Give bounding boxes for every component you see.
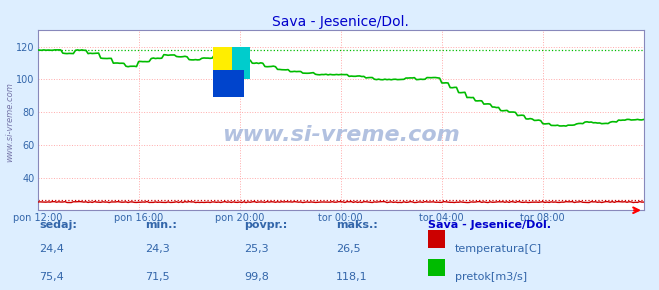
Text: www.si-vreme.com: www.si-vreme.com	[222, 125, 459, 145]
Bar	[214, 70, 244, 97]
Bar	[231, 47, 250, 79]
Text: 118,1: 118,1	[336, 273, 368, 282]
Text: maks.:: maks.:	[336, 220, 378, 230]
Bar	[428, 230, 445, 248]
Text: povpr.:: povpr.:	[244, 220, 287, 230]
Text: 24,3: 24,3	[145, 244, 170, 254]
Bar	[428, 259, 445, 276]
Text: 24,4: 24,4	[40, 244, 65, 254]
Bar	[214, 47, 244, 97]
Text: min.:: min.:	[145, 220, 177, 230]
Text: Sava - Jesenice/Dol.: Sava - Jesenice/Dol.	[428, 220, 552, 230]
Text: 71,5: 71,5	[145, 273, 169, 282]
Text: 26,5: 26,5	[336, 244, 360, 254]
Text: www.si-vreme.com: www.si-vreme.com	[5, 82, 14, 162]
Text: pretok[m3/s]: pretok[m3/s]	[455, 273, 527, 282]
Text: 99,8: 99,8	[244, 273, 269, 282]
Text: 75,4: 75,4	[40, 273, 65, 282]
Title: Sava - Jesenice/Dol.: Sava - Jesenice/Dol.	[272, 15, 409, 29]
Text: sedaj:: sedaj:	[40, 220, 77, 230]
Text: temperatura[C]: temperatura[C]	[455, 244, 542, 254]
Text: 25,3: 25,3	[244, 244, 268, 254]
